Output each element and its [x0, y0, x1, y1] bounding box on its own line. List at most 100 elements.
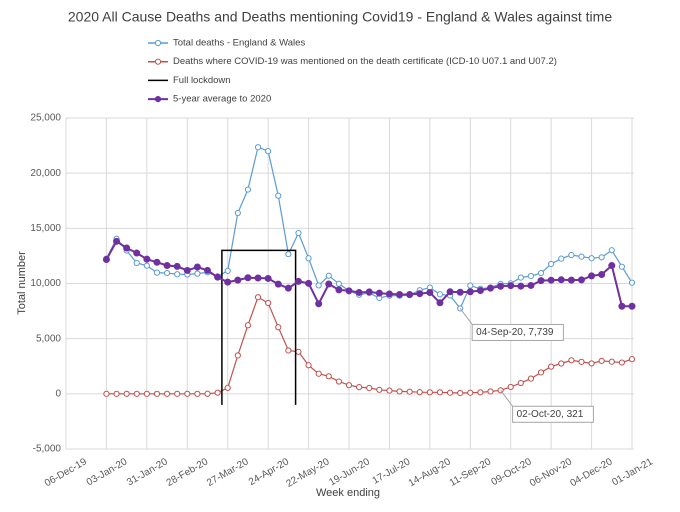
data-point	[487, 284, 494, 292]
data-point	[214, 273, 222, 281]
data-point	[153, 269, 161, 276]
x-axis-title: Week ending	[316, 487, 380, 499]
data-point	[194, 390, 201, 397]
data-point	[517, 282, 525, 290]
data-point	[436, 291, 444, 298]
data-point	[517, 274, 524, 281]
data-point	[598, 271, 606, 279]
data-point	[234, 352, 241, 359]
data-point	[123, 390, 130, 397]
data-point	[275, 192, 282, 199]
series-line	[221, 249, 297, 405]
data-point	[527, 375, 535, 382]
legend-marker	[154, 58, 162, 65]
data-point	[244, 322, 252, 329]
data-label: 02-Oct-20, 321	[517, 409, 584, 420]
data-point	[113, 390, 120, 397]
data-point	[204, 266, 211, 274]
data-point	[568, 251, 575, 259]
legend-marker	[154, 96, 162, 103]
data-point	[426, 389, 433, 396]
data-point	[426, 288, 434, 296]
data-point	[385, 290, 393, 298]
y-tick-label: 0	[55, 388, 61, 399]
data-point	[335, 280, 342, 287]
data-point	[163, 390, 171, 397]
data-point	[315, 300, 323, 308]
data-point	[224, 267, 231, 275]
data-point	[103, 390, 110, 397]
data-point	[446, 288, 454, 296]
data-point	[507, 383, 514, 391]
data-point	[618, 359, 625, 366]
data-point	[295, 348, 302, 355]
data-point	[224, 278, 232, 286]
data-point	[153, 258, 161, 266]
data-point	[143, 255, 151, 263]
data-point	[294, 277, 302, 285]
data-point	[143, 390, 150, 397]
y-tick-label: -5,000	[33, 444, 62, 455]
data-point	[345, 382, 353, 389]
data-point	[476, 286, 484, 294]
y-tick-label: 20,000	[30, 168, 61, 179]
data-point	[568, 357, 575, 364]
data-point	[274, 280, 282, 288]
data-point	[356, 384, 363, 391]
data-point	[558, 360, 565, 367]
data-point	[386, 387, 393, 394]
data-point	[284, 284, 292, 292]
legend-marker	[154, 39, 162, 47]
data-point	[345, 287, 353, 295]
data-point	[174, 271, 181, 278]
data-point	[456, 288, 464, 296]
legend-label: 5-year average to 2020	[173, 94, 271, 105]
data-point	[608, 247, 615, 254]
data-point	[325, 272, 332, 279]
data-point	[578, 253, 585, 260]
data-point	[618, 302, 626, 310]
data-point	[133, 390, 140, 397]
data-point	[467, 389, 474, 396]
data-point	[487, 388, 494, 395]
y-tick-label: 5,000	[36, 333, 61, 344]
data-point	[628, 356, 636, 363]
data-point	[416, 290, 424, 298]
data-point	[365, 288, 373, 296]
data-point	[295, 229, 302, 237]
data-point	[305, 362, 312, 369]
data-label: 04-Sep-20, 7,739	[476, 327, 554, 338]
data-point	[588, 255, 595, 262]
data-point	[466, 288, 474, 296]
data-point	[163, 269, 171, 277]
data-point	[265, 299, 272, 307]
data-point	[537, 277, 545, 285]
data-point	[608, 358, 615, 365]
data-point	[193, 263, 201, 271]
data-point	[315, 282, 322, 289]
data-point	[264, 274, 272, 282]
data-point	[406, 290, 414, 298]
data-point	[406, 388, 413, 395]
callout-box	[512, 405, 594, 423]
data-point	[598, 254, 605, 261]
data-point	[254, 274, 262, 282]
data-point	[143, 262, 150, 269]
data-point	[244, 186, 252, 193]
data-point	[608, 262, 616, 270]
y-tick-label: 15,000	[30, 223, 61, 234]
data-point	[234, 276, 242, 284]
data-point	[184, 390, 191, 397]
data-point	[376, 386, 383, 393]
data-point	[265, 148, 272, 155]
data-point	[375, 289, 383, 297]
data-point	[436, 299, 444, 307]
y-tick-label: 10,000	[30, 278, 61, 289]
data-point	[153, 390, 161, 397]
data-point	[214, 389, 221, 396]
data-point	[123, 244, 131, 252]
chart-title: 2020 All Cause Deaths and Deaths mention…	[68, 9, 612, 25]
data-point	[366, 384, 373, 392]
data-point	[305, 255, 312, 262]
